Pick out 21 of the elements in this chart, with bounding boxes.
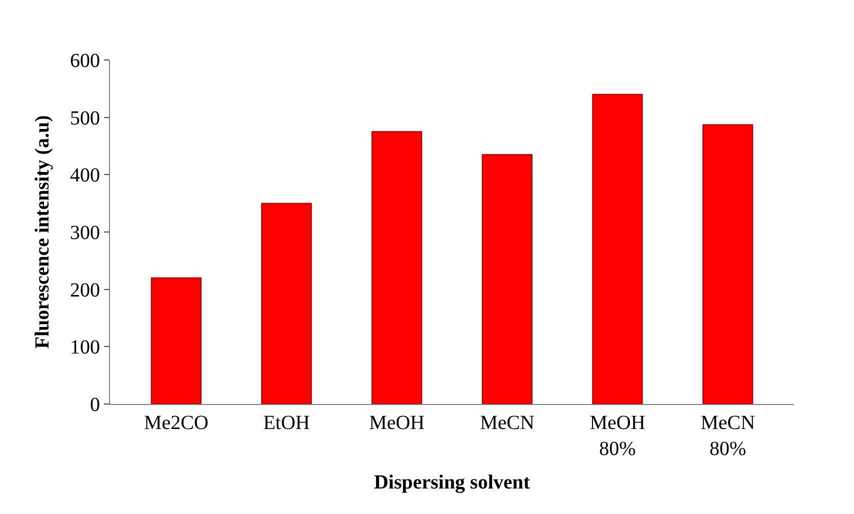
bar [261,202,312,404]
bar [150,277,202,404]
y-tick-label: 0 [90,394,100,416]
y-tick-label: 600 [70,50,100,72]
y-tick-label: 300 [70,222,100,244]
y-tick-label: 200 [70,279,100,302]
x-tick-label: Me2CO [144,412,208,434]
bar [372,131,422,404]
bar [702,124,754,404]
x-tick-label: MeOH [369,412,425,434]
x-tick-label: MeCN [480,412,534,434]
x-tick-label: EtOH [263,412,310,434]
bar [592,94,643,404]
x-axis-title: Dispersing solvent [374,472,530,494]
y-tick-label: 400 [70,164,100,187]
x-tick-label: MeOH 80% [590,412,646,460]
x-tick-label: MeCN 80% [700,412,756,460]
y-axis-title: Fluorescence intensity (a.u) [32,115,54,349]
y-tick-label: 100 [70,336,100,359]
y-tick-label: 500 [70,107,100,130]
bar [482,154,532,404]
